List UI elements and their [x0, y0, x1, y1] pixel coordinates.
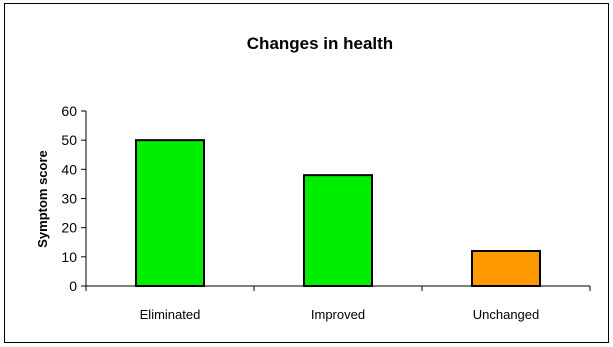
x-tick-label: Unchanged	[473, 307, 540, 322]
bar-unchanged	[471, 250, 541, 287]
y-tick-label: 10	[61, 249, 77, 265]
bar-improved	[303, 174, 373, 288]
y-tick-label: 50	[61, 132, 77, 148]
y-tick-label: 40	[61, 161, 77, 177]
y-axis-label: Symptom score	[35, 150, 50, 248]
y-tick-label: 30	[61, 191, 77, 207]
x-tick-label: Improved	[311, 307, 365, 322]
y-tick-label: 60	[61, 103, 77, 119]
y-tick-label: 20	[61, 220, 77, 236]
plot-area: 0 10 20 30 40 50 60 Eliminated Improved Unchanged	[61, 103, 591, 322]
bar-eliminated	[135, 139, 205, 287]
x-tick-label: Eliminated	[140, 307, 201, 322]
chart-title: Changes in health	[247, 34, 393, 53]
y-tick-label: 0	[69, 278, 77, 294]
